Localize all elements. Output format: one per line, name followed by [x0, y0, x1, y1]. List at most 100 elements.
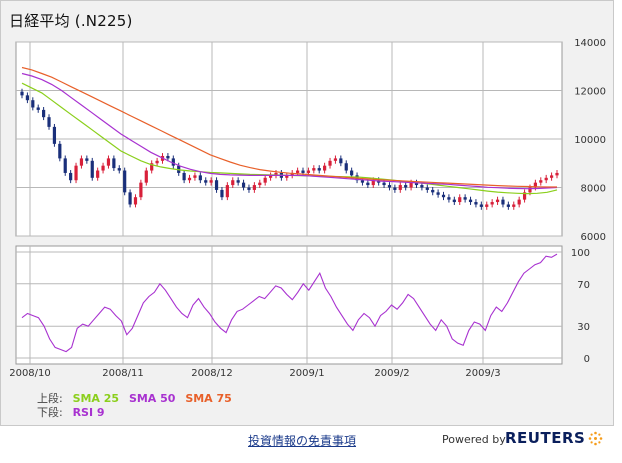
- candle-body: [128, 192, 132, 205]
- candle-body: [490, 202, 494, 205]
- candle-body: [501, 199, 505, 205]
- candle-body: [96, 170, 100, 178]
- sma-line-sma50: [21, 72, 558, 190]
- candle-body: [350, 170, 354, 176]
- x-tick-label: 2009/3: [465, 368, 500, 379]
- candle-body: [512, 204, 516, 207]
- candle-body: [393, 187, 397, 190]
- candle-body: [339, 158, 343, 164]
- candle-body: [182, 172, 186, 181]
- candle-body: [204, 180, 208, 183]
- price-y-tick-label: 6000: [581, 232, 606, 243]
- candle-body: [474, 202, 478, 205]
- candle-body: [414, 182, 419, 186]
- candle-body: [306, 170, 311, 173]
- candle-body: [485, 204, 489, 207]
- candle-body: [187, 177, 192, 181]
- candle-body: [495, 199, 500, 203]
- x-tick-label: 2008/12: [191, 368, 233, 379]
- candle-body: [101, 165, 105, 171]
- candle-body: [301, 170, 305, 173]
- candle-body: [166, 155, 170, 159]
- legend-sma25: SMA 25: [72, 392, 120, 405]
- candle-body: [555, 172, 559, 176]
- x-tick-label: 2008/10: [9, 368, 51, 379]
- candle-body: [52, 126, 57, 144]
- candle-body: [47, 117, 51, 127]
- candle-body: [285, 175, 289, 178]
- candle-body: [139, 182, 143, 198]
- legend-upper: 上段: SMA 25 SMA 50 SMA 75: [37, 390, 238, 406]
- candle-body: [225, 185, 229, 198]
- candle-body: [171, 158, 175, 166]
- x-tick-label: 2008/11: [102, 368, 144, 379]
- rsi-panel: [15, 245, 563, 365]
- candle-body: [117, 168, 121, 171]
- candle-body: [247, 187, 251, 190]
- candle-body: [447, 197, 451, 200]
- candle-body: [366, 182, 370, 186]
- candle-body: [193, 175, 197, 178]
- disclaimer-link[interactable]: 投資情報の免責事項: [248, 434, 357, 448]
- candle-body: [220, 189, 224, 198]
- candle-body: [36, 107, 40, 110]
- candle-body: [144, 170, 148, 183]
- price-y-tick-label: 10000: [574, 135, 606, 146]
- legend-sma75: SMA 75: [185, 392, 232, 405]
- candle-body: [387, 185, 392, 188]
- candle-body: [209, 180, 213, 183]
- candle-body: [544, 177, 548, 181]
- rsi-y-tick-label: 0: [584, 354, 590, 365]
- rsi-line: [21, 253, 558, 353]
- candle-body: [312, 168, 316, 171]
- rsi-y-tick-label: 70: [577, 280, 590, 291]
- candle-body: [371, 180, 375, 186]
- candle-body: [31, 100, 35, 108]
- candle-body: [133, 197, 138, 205]
- candle-body: [317, 168, 321, 171]
- candle-body: [63, 158, 67, 173]
- candle-body: [404, 185, 408, 188]
- price-y-tick-label: 8000: [581, 184, 606, 195]
- candle-body: [539, 180, 543, 183]
- candle-body: [274, 172, 278, 176]
- candle-body: [236, 180, 240, 183]
- reuters-logo-icon: [588, 431, 603, 446]
- candle-body: [20, 91, 24, 96]
- candle-body: [549, 175, 554, 178]
- legend-sma50: SMA 50: [128, 392, 176, 405]
- candle-body: [241, 182, 246, 188]
- candle-body: [231, 180, 235, 186]
- candle-body: [479, 204, 483, 207]
- candle-body: [268, 175, 273, 178]
- candle-body: [328, 160, 332, 166]
- legend-upper-label: 上段:: [37, 392, 63, 405]
- candle-body: [382, 182, 386, 186]
- candle-body: [296, 170, 300, 173]
- legend-lower: 下段: RSI 9: [37, 404, 111, 420]
- candle-body: [123, 170, 127, 193]
- candle-body: [409, 182, 413, 188]
- chart-title: 日経平均 (.N225): [9, 12, 133, 30]
- candle-body: [398, 185, 402, 190]
- candle-body: [258, 182, 262, 186]
- candle-body: [58, 143, 62, 159]
- candle-body: [252, 185, 256, 190]
- candle-body: [74, 165, 78, 181]
- candle-body: [441, 194, 446, 198]
- powered-by-text: Powered by: [442, 433, 506, 446]
- candle-body: [155, 160, 159, 164]
- candle-body: [85, 158, 89, 161]
- legend-rsi9: RSI 9: [72, 406, 105, 419]
- candle-body: [436, 192, 440, 195]
- candle-body: [468, 199, 473, 203]
- candle-body: [198, 175, 202, 181]
- x-tick-label: 2009/1: [289, 368, 324, 379]
- candle-body: [533, 182, 537, 188]
- reuters-brand: REUTERS: [505, 429, 586, 447]
- candle-body: [263, 177, 267, 183]
- candle-body: [150, 163, 154, 171]
- candle-body: [452, 199, 456, 203]
- candle-body: [214, 180, 219, 190]
